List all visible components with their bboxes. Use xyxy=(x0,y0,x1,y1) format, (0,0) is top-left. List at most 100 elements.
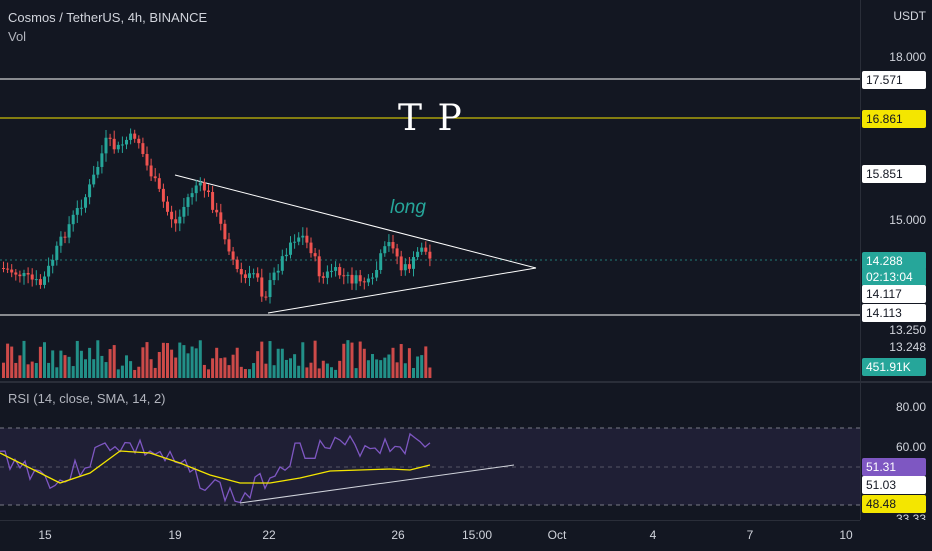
volume-bar xyxy=(190,346,194,378)
pane-separator[interactable] xyxy=(0,381,932,383)
volume-bar xyxy=(22,340,26,378)
volume-bar xyxy=(186,353,190,378)
candle-body xyxy=(47,265,51,277)
price-axis[interactable] xyxy=(860,0,932,520)
volume-bar xyxy=(256,351,260,378)
volume-bar xyxy=(297,365,301,378)
volume-bar xyxy=(104,362,108,378)
volume-bar xyxy=(375,359,379,378)
volume-bar xyxy=(239,366,243,378)
candle-body xyxy=(137,138,141,144)
candle-body xyxy=(293,241,297,243)
candle-body xyxy=(387,242,391,247)
rsi-axis-label-80: 80.00 xyxy=(895,400,926,414)
volume-bar xyxy=(330,367,333,378)
candle-body xyxy=(248,273,251,278)
candle-body xyxy=(280,256,284,271)
candle-body xyxy=(153,176,157,179)
volume-bar xyxy=(30,361,34,378)
volume-bar xyxy=(120,365,124,378)
candle-body xyxy=(362,281,366,283)
volume-bar xyxy=(71,366,75,378)
volume-bar xyxy=(264,363,268,378)
volume-bar xyxy=(305,367,309,378)
candle-body xyxy=(325,271,329,278)
tag-line-top[interactable]: 17.571 xyxy=(862,71,926,89)
candle-body xyxy=(215,209,219,213)
candle-body xyxy=(379,253,383,270)
rsi-pane[interactable] xyxy=(0,383,860,520)
price-axis-label-18: 18.000 xyxy=(889,50,926,64)
candle-body xyxy=(239,269,243,275)
candle-body xyxy=(149,165,153,177)
candle-body xyxy=(391,242,395,249)
volume-bar xyxy=(379,360,383,378)
candle-body xyxy=(301,235,305,238)
candle-body xyxy=(170,211,174,220)
tag-14117[interactable]: 14.117 xyxy=(862,285,926,303)
candle-body xyxy=(141,143,145,154)
candle-body xyxy=(366,278,370,283)
tag-tp-line[interactable]: 16.861 xyxy=(862,110,926,128)
rsi-trendline[interactable] xyxy=(239,464,515,504)
volume-bar xyxy=(293,354,297,378)
volume-bar xyxy=(338,360,342,378)
candle-body xyxy=(346,274,350,276)
candle-body xyxy=(186,197,190,207)
candle-body xyxy=(166,201,169,212)
volume-bar xyxy=(387,354,391,378)
candle-body xyxy=(84,197,87,208)
rsi-value-tag: 51.31 xyxy=(862,458,926,476)
volume-legend[interactable]: Vol xyxy=(8,29,27,44)
triangle-upper-line[interactable] xyxy=(174,174,537,269)
candle-body xyxy=(198,182,202,186)
candle-body xyxy=(260,277,264,297)
volume-bar xyxy=(59,350,63,378)
triangle-lower-line[interactable] xyxy=(267,267,537,314)
candle-body xyxy=(100,153,104,167)
candle-body xyxy=(202,182,206,191)
time-axis[interactable] xyxy=(0,520,860,551)
last-price-tag[interactable]: 14.288 xyxy=(862,252,926,270)
volume-bar xyxy=(141,347,145,378)
rsi-ma-tag: 48.48 xyxy=(862,495,926,513)
long-annotation[interactable]: long xyxy=(390,197,426,218)
price-chart[interactable] xyxy=(0,0,860,380)
candle-body xyxy=(256,273,260,278)
volume-bar xyxy=(157,351,161,378)
candle-body xyxy=(219,212,223,224)
rsi-legend[interactable]: RSI (14, close, SMA, 14, 2) xyxy=(8,391,166,406)
candle-body xyxy=(305,235,309,243)
volume-bar xyxy=(407,348,411,378)
volume-bar xyxy=(10,346,14,378)
candle-body xyxy=(264,296,268,298)
volume-bar xyxy=(412,367,415,378)
volume-bar xyxy=(174,357,178,378)
candle-body xyxy=(358,275,362,282)
tp-annotation[interactable]: T P xyxy=(398,98,464,139)
candle-body xyxy=(321,276,325,278)
candle-body xyxy=(223,223,227,240)
volume-bar xyxy=(313,340,317,378)
candle-body xyxy=(38,279,42,285)
tag-mid-level[interactable]: 15.851 xyxy=(862,165,926,183)
volume-bar xyxy=(289,358,292,378)
rsi-ma-line xyxy=(0,450,431,484)
volume-bar xyxy=(371,354,374,378)
volume-bar xyxy=(194,348,198,378)
volume-bar xyxy=(358,341,362,378)
tag-14113[interactable]: 14.113 xyxy=(862,304,926,322)
volume-bar xyxy=(55,367,59,378)
price-axis-label-13250: 13.250 xyxy=(889,323,926,337)
volume-bar xyxy=(268,341,272,378)
candle-body xyxy=(416,251,420,258)
volume-bar xyxy=(75,340,79,378)
candle-body xyxy=(424,247,428,252)
candle-body xyxy=(67,224,71,238)
candle-body xyxy=(207,190,210,193)
volume-bar xyxy=(133,369,137,378)
volume-bar xyxy=(219,358,223,378)
candle-body xyxy=(412,257,415,269)
time-label-26: 26 xyxy=(391,528,405,542)
symbol-title[interactable]: Cosmos / TetherUS, 4h, BINANCE xyxy=(8,10,208,25)
